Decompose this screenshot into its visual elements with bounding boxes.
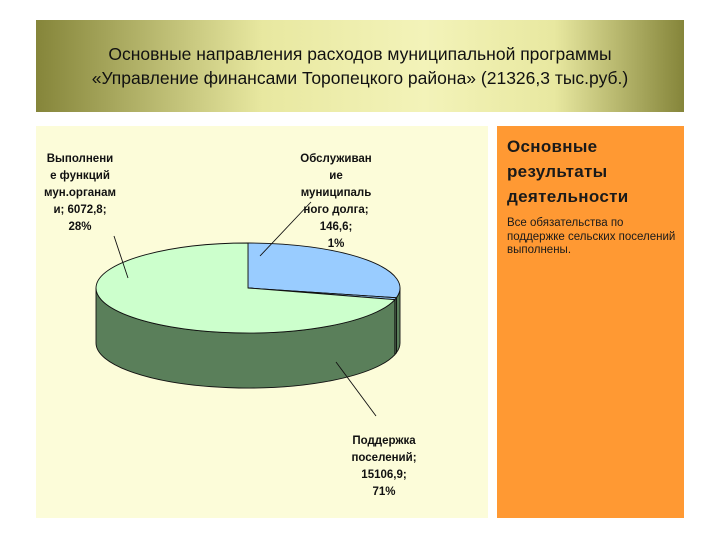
- slice-label: ие: [329, 170, 342, 182]
- title-line-2: «Управление финансами Торопецкого района…: [91, 68, 629, 88]
- results-heading-line: Основные: [507, 137, 598, 156]
- results-heading: Основные результаты деятельности: [507, 134, 684, 209]
- slice-label: поселений;: [351, 452, 416, 464]
- slice-label: муниципаль: [301, 187, 372, 199]
- slice-label: 28%: [68, 221, 91, 233]
- leader-line: [335, 361, 377, 417]
- pie-slice: [95, 242, 396, 334]
- title-bar: Основные направления расходов муниципаль…: [36, 20, 684, 112]
- slice-label: 146,6;: [320, 221, 353, 233]
- slice-label: е функций: [50, 170, 110, 182]
- leader-line: [259, 201, 312, 257]
- results-heading-line: деятельности: [507, 187, 629, 206]
- title-line-1: Основные направления расходов муниципаль…: [108, 44, 612, 64]
- slice-label: Поддержка: [352, 435, 416, 447]
- slice-label: и; 6072,8;: [53, 204, 106, 216]
- slice-label: 15106,9;: [361, 469, 406, 481]
- pie-slice: [247, 242, 401, 299]
- results-text: Все обязательства по поддержке сельских …: [507, 217, 676, 256]
- chart-title: Основные направления расходов муниципаль…: [92, 42, 629, 90]
- slice-label: ного долга;: [303, 204, 368, 216]
- slice-label: Выполнени: [47, 153, 113, 165]
- pie-chart: Выполнени е функций мун.органам и; 6072,8; 2…: [44, 153, 417, 498]
- slice-label: Обслуживан: [300, 153, 372, 165]
- leader-line: [113, 235, 129, 279]
- results-heading-line: результаты: [507, 162, 608, 181]
- slice-label: мун.органам: [44, 187, 116, 199]
- results-panel: Основные результаты деятельности Все обя…: [497, 126, 684, 518]
- chart-panel: Выполнени е функций мун.органам и; 6072,8; 2…: [36, 126, 488, 518]
- slice-label: 71%: [372, 486, 395, 498]
- slice-label: 1%: [328, 238, 345, 250]
